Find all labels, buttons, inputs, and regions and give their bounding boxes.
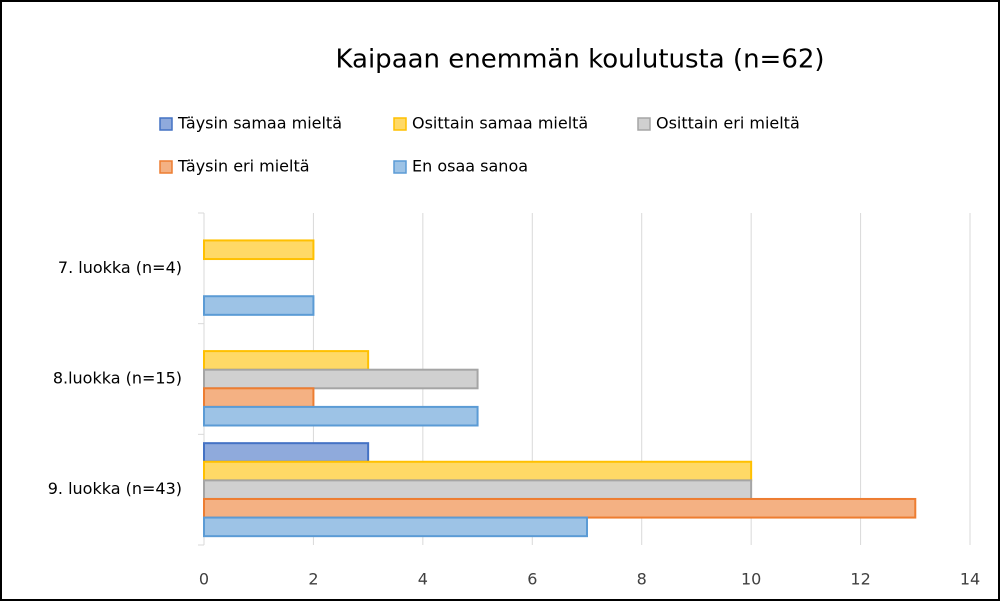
bar [203,350,370,371]
x-tick-label: 4 [418,570,428,589]
bar [203,497,917,519]
x-tick-label: 0 [199,570,209,589]
y-tick-label: 8.luokka (n=15) [53,369,182,388]
x-tick-label: 6 [527,570,537,589]
legend-swatch [393,160,407,174]
x-tick-label: 2 [308,570,318,589]
legend-swatch [393,117,407,131]
bar [203,516,588,538]
bar [203,442,370,463]
x-tick-label: 10 [741,570,761,589]
legend-label: En osaa sanoa [412,157,528,176]
legend-swatch [159,160,173,174]
legend-label: Osittain eri mieltä [656,114,800,133]
x-tick-label: 8 [637,570,647,589]
x-tick-label: 14 [960,570,980,589]
bar [203,368,479,390]
x-tick-label: 12 [850,570,870,589]
bar [203,405,479,427]
bar [203,295,315,316]
y-tick-label: 7. luokka (n=4) [58,258,182,277]
legend-label: Osittain samaa mieltä [412,114,588,133]
legend-swatch [159,117,173,131]
bar [203,239,315,261]
legend-swatch [637,117,651,131]
y-tick-label: 9. luokka (n=43) [48,479,182,498]
bar [203,460,753,482]
legend-label: Täysin samaa mieltä [177,114,342,133]
bar [203,387,315,408]
bar [203,479,753,500]
chart-title: Kaipaan enemmän koulutusta (n=62) [335,45,824,75]
legend-label: Täysin eri mieltä [177,157,310,176]
